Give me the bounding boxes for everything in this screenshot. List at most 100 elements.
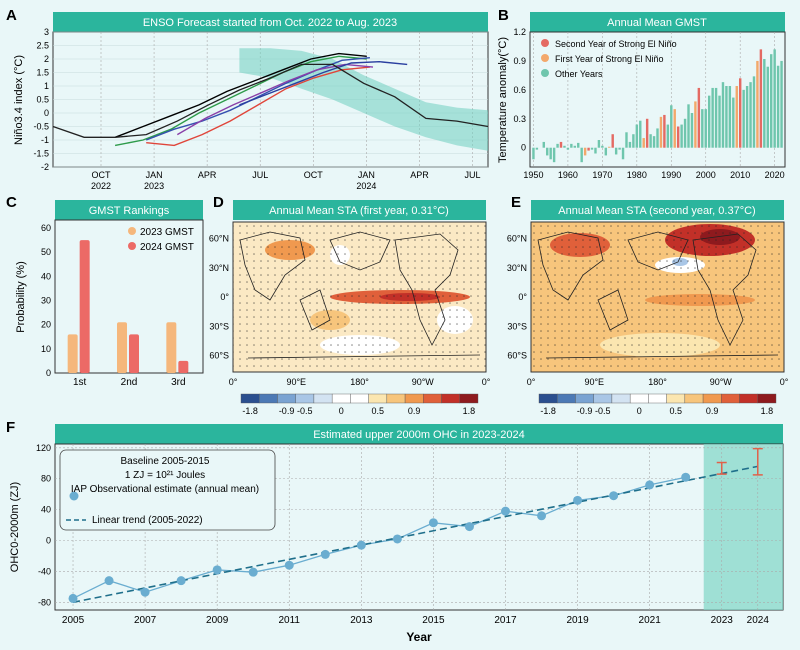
panel-b-x-tick-label: 2000 <box>696 170 716 180</box>
legend-label-first-year: First Year of Strong El Niño <box>555 54 664 64</box>
legend-label-2023: 2023 GMST <box>140 227 194 238</box>
map-lon-tick-label: 90°E <box>584 377 604 387</box>
panel-b-bar <box>680 124 683 148</box>
panel-f-projection-shade <box>703 444 783 610</box>
panel-b-bar <box>735 86 738 148</box>
panel-b-bar <box>621 147 625 160</box>
panel-d-colorbar: -1.8 -0.9 -0.5 0 0.5 0.9 1.8 <box>240 393 479 416</box>
panel-c-title-bar <box>55 200 203 220</box>
colorbar-swatch <box>313 393 333 404</box>
panel-b-bar <box>590 147 594 150</box>
panel-b-x-tick-label: 1980 <box>627 170 647 180</box>
panel-f-x-tick-label: 2005 <box>62 615 85 626</box>
panel-e-frame <box>530 221 785 373</box>
colorbar-tick-label: 0.9 <box>408 406 421 416</box>
panel-a-y-tick-label: 3 <box>44 27 49 37</box>
panel-f-points <box>68 472 691 603</box>
panel-b-bar <box>570 143 573 148</box>
colorbar-swatch <box>459 393 479 404</box>
legend-label-2024: 2024 GMST <box>140 242 194 253</box>
panel-f-point <box>68 593 78 603</box>
panel-b-bar <box>542 141 545 148</box>
panel-b-x-tick-label: 1970 <box>592 170 612 180</box>
panel-f-x-tick-label: 2021 <box>639 615 662 626</box>
panel-b-bar <box>666 124 670 148</box>
colorbar-tick-label: 1.8 <box>761 406 774 416</box>
panel-f-legend: Baseline 2005-2015 1 ZJ = 10²¹ Joules IA… <box>59 449 276 531</box>
colorbar-swatch <box>721 393 740 404</box>
panel-b-bar <box>628 141 632 148</box>
panel-f-x-tick-label: 2007 <box>134 615 157 626</box>
panel-b-bar <box>770 54 773 148</box>
panel-b-bar <box>683 118 687 148</box>
panel-b-bar <box>652 136 656 148</box>
panel-a-forecast-line <box>114 55 367 147</box>
panel-f-x-tick-label: 2011 <box>278 615 300 626</box>
panel-c-y-tick-label: 60 <box>41 223 51 233</box>
colorbar-tick-label: -0.5 <box>595 406 611 416</box>
panel-b-bar <box>608 146 611 148</box>
panel-e-lon-ticks: 0° 90°E 180° 90°W 0° <box>527 377 789 387</box>
panel-b-bar <box>635 124 639 148</box>
panel-a-y-tick-label: -1 <box>41 135 49 145</box>
panel-b-y-tick-label: 0.3 <box>513 114 526 124</box>
panel-c-y-tick-label: 50 <box>41 247 51 257</box>
panel-b-bar <box>732 97 735 148</box>
panel-b-bar <box>549 147 552 160</box>
panel-b-x-tick-label: 2020 <box>765 170 785 180</box>
colorbar-swatch <box>611 393 631 404</box>
panel-a-y-tick-label: 1.5 <box>36 68 49 78</box>
map-lat-tick-label: 30°S <box>507 321 527 331</box>
panel-b-ticks: 0 0.3 0.6 0.9 1.2 1950 1960 1970 1980 1990 2000 201… <box>513 27 784 180</box>
panel-c-y-tick-label: 0 <box>46 368 51 378</box>
colorbar-swatch <box>259 393 278 404</box>
panel-e-title-bar <box>531 200 784 220</box>
panel-f-y-tick-label: -80 <box>38 597 51 607</box>
panel-a-forecast-line <box>146 66 370 147</box>
panel-a-y-tick-label: -2 <box>41 162 49 172</box>
colorbar-swatch <box>538 393 558 404</box>
panel-a-y-tick-label: -0.5 <box>33 122 49 132</box>
map-lon-tick-label: 90°W <box>710 377 733 387</box>
panel-c-y-tick-label: 10 <box>41 344 51 354</box>
panel-b-bar <box>535 147 539 150</box>
panel-a-forecast-lines <box>114 52 408 147</box>
panel-f-point <box>500 506 510 516</box>
panel-d-lat-ticks: 60°N 30°N 0° 30°S 60°S <box>209 234 230 361</box>
panel-b-bar <box>573 145 577 148</box>
panel-b-bar <box>552 147 556 163</box>
panel-c-title: GMST Rankings <box>89 205 170 217</box>
map-lat-tick-label: 30°N <box>507 263 527 273</box>
panel-b-legend: Second Year of Strong El Niño First Year… <box>541 39 677 79</box>
colorbar-tick-label: 0 <box>339 406 344 416</box>
panel-a-title-bar <box>53 12 488 32</box>
panel-c-x-tick-label: 1st <box>73 377 87 388</box>
panel-b-bar <box>670 105 673 148</box>
map-lon-tick-label: 90°W <box>412 377 435 387</box>
panel-f-point <box>392 534 402 544</box>
panel-b-bar <box>780 60 783 148</box>
panel-a-x-tick-label: JUL <box>465 170 481 180</box>
panel-f-point <box>681 472 691 482</box>
panel-b-bar <box>546 147 549 156</box>
colorbar-swatch <box>240 393 260 404</box>
panel-f-grid <box>55 444 783 610</box>
panel-a-x-tick-label: APR <box>198 170 217 180</box>
legend-swatch-second-year <box>541 39 549 47</box>
panel-a-y-tick-label: 0 <box>44 108 49 118</box>
panel-b-bar <box>587 147 590 151</box>
panel-b-bar <box>714 87 718 148</box>
colorbar-tick-label: -0.9 <box>577 406 593 416</box>
panel-d-title-bar <box>233 200 486 220</box>
panel-letter-e: E <box>511 194 521 211</box>
colorbar-tick-label: 0 <box>637 406 642 416</box>
panel-d-lon-ticks: 0° 90°E 180° 90°W 0° <box>229 377 491 387</box>
panel-c-bar <box>129 334 139 373</box>
panel-f-x-tick-label: 2017 <box>494 615 517 626</box>
map-lat-tick-label: 30°N <box>209 263 229 273</box>
panel-b-bars <box>532 49 783 163</box>
panel-f-title: Estimated upper 2000m OHC in 2023-2024 <box>313 429 525 441</box>
colorbar-swatch <box>648 393 667 404</box>
panel-b-bar <box>611 134 614 148</box>
panel-c-bar <box>178 360 189 373</box>
